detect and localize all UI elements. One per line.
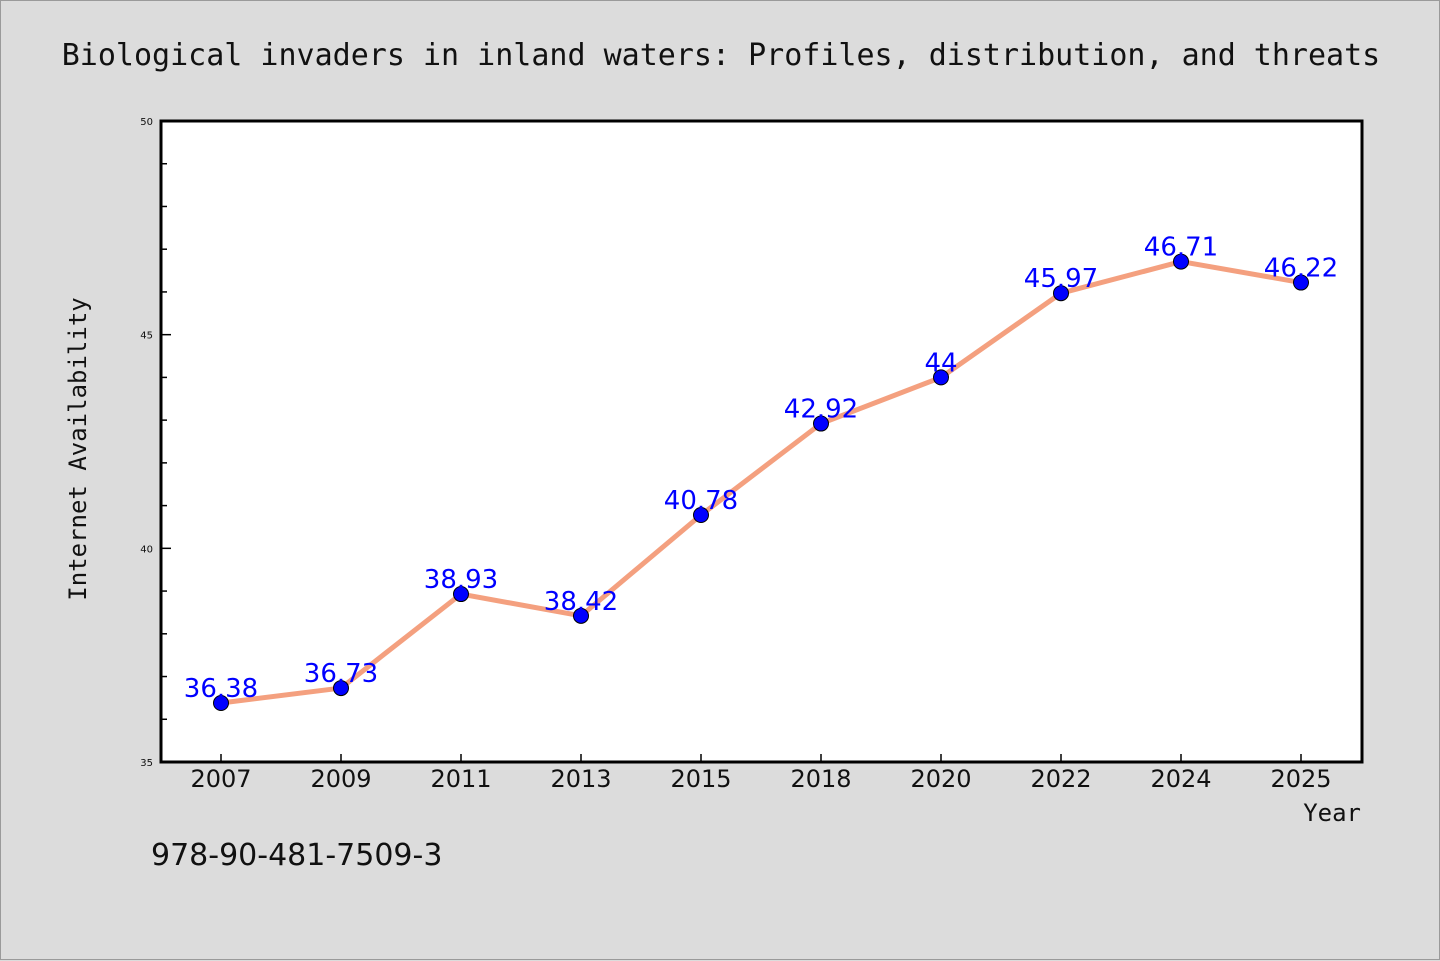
y-axis-label: Internet Availability	[64, 297, 92, 600]
data-label: 38.42	[544, 587, 618, 617]
data-point	[693, 507, 709, 524]
data-label: 36.73	[304, 659, 378, 689]
x-tick-label: 2022	[1030, 765, 1091, 793]
x-tick-label: 2013	[550, 765, 611, 793]
chart-title: Biological invaders in inland waters: Pr…	[62, 38, 1381, 73]
data-label: 44	[924, 348, 957, 378]
data-point	[333, 680, 349, 697]
y-tick-label: 40	[140, 544, 153, 555]
x-tick-label: 2009	[310, 765, 371, 793]
y-axis: 35 40 45 50	[140, 117, 171, 769]
data-point	[813, 415, 829, 432]
x-axis-label: Year	[1303, 799, 1361, 827]
data-label: 45.97	[1024, 264, 1098, 294]
plot-area	[159, 119, 1364, 764]
y-tick-label: 45	[140, 331, 153, 342]
data-labels: 36.38 36.73 38.93 38.42 40.78 42.92 44 45.97 46.…	[184, 233, 1338, 704]
data-label: 46.71	[1144, 233, 1218, 263]
x-tick-label: 2011	[430, 765, 491, 793]
data-point	[1293, 274, 1309, 291]
data-label: 46.22	[1264, 254, 1338, 284]
series-line	[220, 259, 1302, 706]
x-tick-label: 2018	[790, 765, 851, 793]
data-point	[573, 607, 589, 624]
x-tick-label: 2007	[190, 765, 251, 793]
x-tick-label: 2024	[1150, 765, 1211, 793]
data-label: 38.93	[424, 565, 498, 595]
x-tick-label: 2025	[1270, 765, 1331, 793]
data-point	[933, 369, 949, 386]
data-label: 36.38	[184, 674, 258, 704]
x-axis: 2007 2009 2011 2013 2015 2018 2020 2022 2024 2025	[190, 754, 1332, 793]
y-tick-label: 50	[140, 117, 153, 128]
data-point	[453, 586, 469, 603]
data-point	[213, 695, 229, 712]
data-point	[1053, 285, 1069, 302]
y-tick-label: 35	[140, 758, 153, 769]
x-tick-label: 2020	[910, 765, 971, 793]
isbn-text: 978-90-481-7509-3	[151, 838, 442, 873]
data-label: 40.78	[664, 486, 738, 516]
x-tick-label: 2015	[670, 765, 731, 793]
data-point	[1173, 253, 1189, 270]
series-markers	[213, 253, 1309, 712]
data-label: 42.92	[784, 395, 858, 425]
